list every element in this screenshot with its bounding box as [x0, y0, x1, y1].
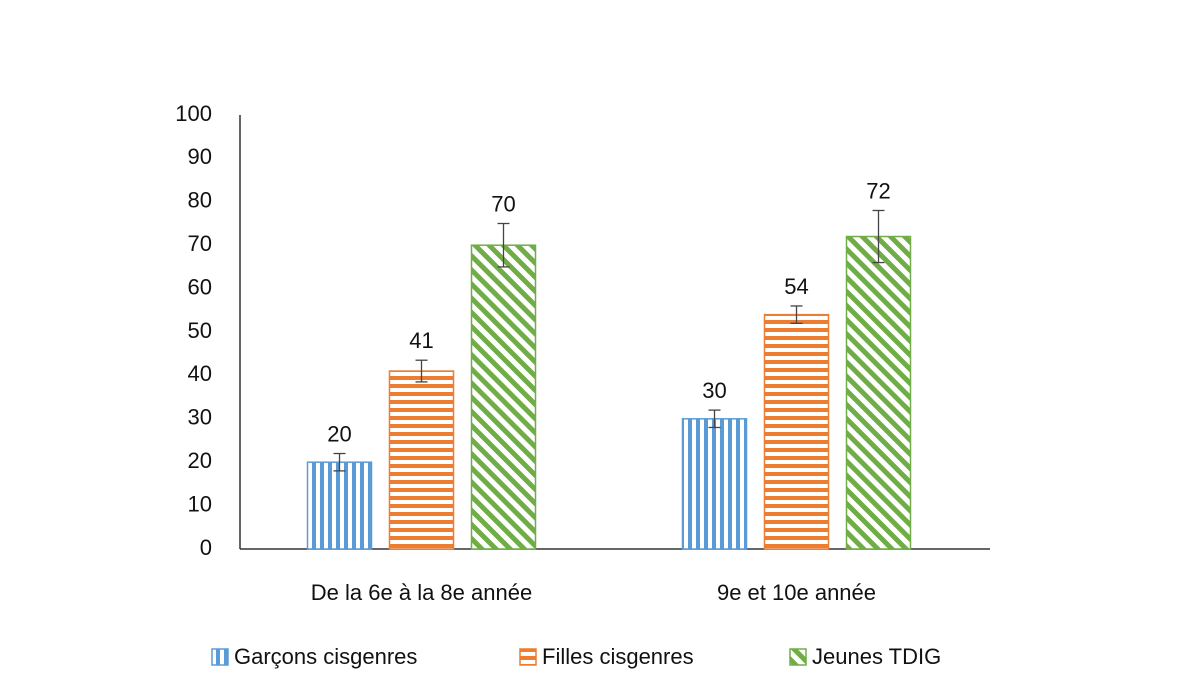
y-tick-label: 90 — [188, 144, 212, 169]
x-tick-label: De la 6e à la 8e année — [311, 580, 532, 605]
y-tick-label: 70 — [188, 231, 212, 256]
data-label: 54 — [784, 274, 808, 299]
y-tick-label: 60 — [188, 274, 212, 299]
bar — [388, 370, 455, 550]
legend-label: Filles cisgenres — [542, 644, 694, 669]
y-tick-label: 40 — [188, 361, 212, 386]
legend-label: Garçons cisgenres — [234, 644, 417, 669]
data-label: 70 — [491, 191, 515, 216]
data-label: 41 — [409, 328, 433, 353]
y-tick-label: 30 — [188, 405, 212, 430]
legend-label: Jeunes TDIG — [812, 644, 941, 669]
bar — [681, 418, 748, 550]
bar — [845, 235, 912, 550]
legend-swatch — [789, 648, 807, 666]
y-tick-label: 100 — [175, 101, 212, 126]
y-tick-label: 20 — [188, 448, 212, 473]
y-tick-label: 50 — [188, 318, 212, 343]
error-bar — [497, 222, 510, 268]
bar — [470, 244, 537, 550]
bar — [763, 313, 830, 550]
y-tick-label: 0 — [200, 535, 212, 560]
legend-swatch — [519, 648, 537, 666]
y-tick-label: 10 — [188, 491, 212, 516]
error-bar — [872, 209, 885, 264]
data-label: 30 — [702, 378, 726, 403]
error-bar — [415, 359, 428, 383]
legend-swatch — [211, 648, 229, 666]
bar — [306, 461, 373, 550]
y-tick-label: 80 — [188, 188, 212, 213]
error-bar — [790, 305, 803, 324]
error-bar — [333, 452, 346, 472]
x-tick-label: 9e et 10e année — [717, 580, 876, 605]
data-label: 20 — [327, 421, 351, 446]
error-bar — [708, 409, 721, 429]
data-label: 72 — [866, 178, 890, 203]
